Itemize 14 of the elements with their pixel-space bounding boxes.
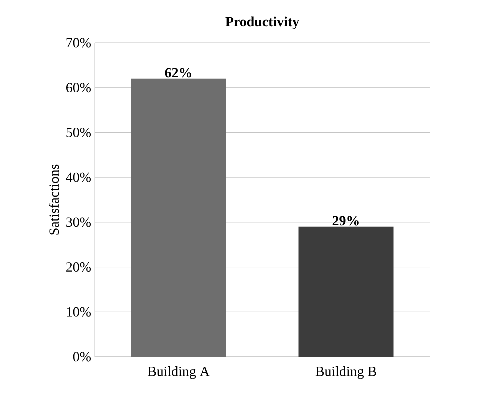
- chart-title: Productivity: [226, 16, 300, 30]
- data-label: 29%: [332, 216, 359, 226]
- data-label: 62%: [165, 68, 192, 78]
- y-tick-label: 50%: [66, 128, 92, 138]
- y-tick-label: 40%: [66, 172, 92, 182]
- y-tick-label: 70%: [66, 38, 92, 48]
- y-tick-label: 10%: [67, 307, 92, 317]
- y-tick-label: 30%: [66, 218, 92, 228]
- y-axis-title: Satisfactions: [49, 164, 60, 235]
- x-tick-label: Building B: [316, 366, 376, 380]
- y-tick-label: 0%: [73, 352, 92, 362]
- x-tick-label: Building A: [148, 366, 210, 380]
- y-tick-label: 60%: [66, 83, 92, 93]
- y-tick-label: 20%: [66, 262, 92, 272]
